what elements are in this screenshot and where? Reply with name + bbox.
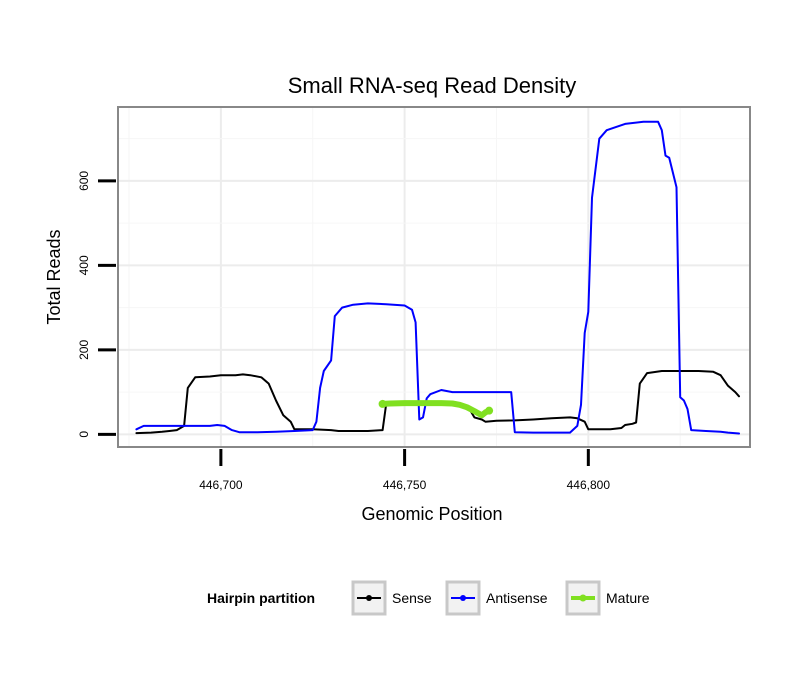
y-tick-label: 400 (77, 255, 91, 275)
x-tick-label: 446,750 (383, 478, 427, 492)
y-tick-label: 200 (77, 340, 91, 360)
grid (118, 107, 750, 447)
x-axis: 446,700 446,750 446,800 (199, 449, 610, 492)
series-line-mature (379, 400, 493, 419)
legend-key-point (366, 595, 372, 601)
legend-label-sense: Sense (392, 590, 432, 606)
y-axis: 0 200 400 600 (77, 171, 116, 438)
legend: Hairpin partition Sense Antisense Mature (207, 580, 650, 616)
legend-title: Hairpin partition (207, 590, 315, 606)
legend-label-antisense: Antisense (486, 590, 548, 606)
legend-key-point (460, 595, 466, 601)
legend-label-mature: Mature (606, 590, 650, 606)
x-tick-label: 446,700 (199, 478, 243, 492)
series-point-mature (485, 406, 494, 415)
chart-title: Small RNA-seq Read Density (288, 73, 577, 98)
series-line-antisense (135, 120, 740, 435)
plot-panel-border (117, 106, 751, 448)
series-point-mature (378, 399, 387, 408)
x-axis-title: Genomic Position (361, 504, 502, 524)
x-tick-label: 446,800 (567, 478, 611, 492)
y-tick-label: 0 (77, 431, 91, 438)
y-tick-label: 600 (77, 171, 91, 191)
plot-background (118, 107, 750, 447)
legend-key-point (579, 594, 587, 602)
y-axis-title: Total Reads (44, 229, 64, 324)
series-layer (135, 120, 740, 435)
